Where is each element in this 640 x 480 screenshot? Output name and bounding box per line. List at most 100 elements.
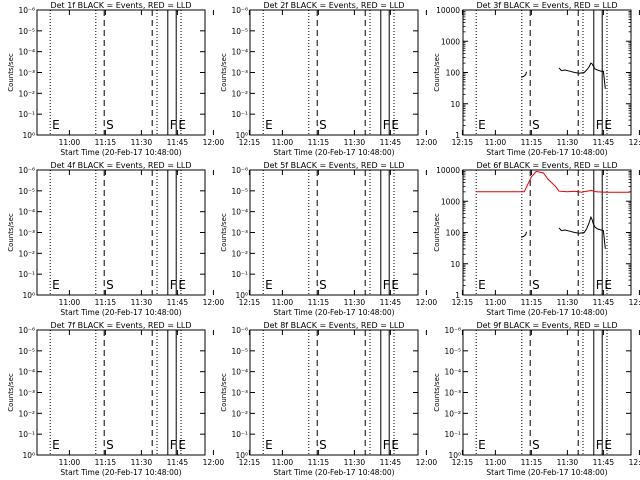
detector-panel: Det 1f BLACK = Events, RED = LLD 11:00 11:… (7, 1, 260, 157)
events-series-line (558, 62, 606, 89)
plot-frame (249, 9, 419, 136)
x-tick-label: 11:15 (95, 138, 117, 147)
y-tick-label: 10⁻⁵ (444, 347, 461, 356)
plot-frame (36, 169, 206, 296)
x-tick-label: 12:15 (239, 458, 261, 467)
x-axis-label: Start Time (20-Feb-17 10:48:00) (60, 148, 181, 157)
x-tick-label: 12:00 (203, 458, 225, 467)
x-tick-label: 11:30 (557, 458, 579, 467)
x-tick-label: 11:15 (521, 298, 543, 307)
marker-label: S (319, 118, 327, 132)
x-tick-label: 12:15 (452, 298, 474, 307)
x-axis-label: Start Time (20-Feb-17 10:48:00) (486, 308, 607, 317)
x-tick-label: 12:00 (629, 138, 640, 147)
panel-title: Det 8f BLACK = Events, RED = LLD (263, 321, 404, 330)
marker-label: F (596, 438, 603, 452)
y-tick-label: 10⁻³ (231, 69, 248, 78)
y-tick-label: 10⁰ (235, 451, 248, 460)
panel-title: Det 2f BLACK = Events, RED = LLD (263, 1, 404, 10)
x-tick-label: 11:00 (59, 458, 81, 467)
x-tick-label: 11:30 (557, 138, 579, 147)
x-tick-label: 11:30 (131, 138, 153, 147)
y-tick-label: 10⁻³ (444, 389, 461, 398)
detector-panel: Det 4f BLACK = Events, RED = LLD 11:00 11:… (7, 161, 260, 317)
y-tick-label: 10⁻⁶ (231, 166, 248, 175)
y-tick-label: 10⁻² (18, 89, 35, 98)
panel-title: Det 5f BLACK = Events, RED = LLD (263, 161, 404, 170)
y-axis-label: Counts/sec (220, 53, 228, 92)
plot-frame (249, 329, 419, 456)
x-axis-label: Start Time (20-Feb-17 10:48:00) (486, 148, 607, 157)
y-tick-label: 10⁻⁶ (231, 326, 248, 335)
marker-label: E (52, 278, 60, 292)
y-tick-label: 10⁰ (22, 131, 35, 140)
x-axis-label: Start Time (20-Feb-17 10:48:00) (273, 468, 394, 477)
plot-frame (36, 329, 206, 456)
y-tick-label: 10⁻² (231, 89, 248, 98)
x-tick-label: 11:15 (521, 458, 543, 467)
y-axis-label: Counts/sec (433, 213, 441, 252)
marker-label: E (478, 118, 486, 132)
y-tick-label: 10⁻⁴ (231, 208, 248, 217)
x-tick-label: 11:30 (344, 458, 366, 467)
x-tick-label: 11:45 (593, 138, 615, 147)
x-tick-label: 11:45 (167, 458, 189, 467)
y-tick-label: 10⁻¹ (231, 430, 248, 439)
y-axis-label: Counts/sec (220, 373, 228, 412)
y-tick-label: 10⁰ (235, 131, 248, 140)
marker-label: E (52, 438, 60, 452)
y-tick-label: 10⁻² (18, 249, 35, 258)
x-tick-label: 12:15 (452, 458, 474, 467)
marker-label: E (178, 278, 186, 292)
y-tick-label: 1 (455, 131, 460, 140)
y-tick-label: 10⁰ (448, 451, 461, 460)
marker-label: E (178, 438, 186, 452)
y-tick-label: 10⁻⁴ (231, 368, 248, 377)
y-tick-label: 10⁻⁶ (18, 326, 35, 335)
y-tick-label: 10⁻³ (18, 69, 35, 78)
marker-label: S (106, 278, 114, 292)
x-tick-label: 11:30 (344, 138, 366, 147)
y-tick-label: 10⁻¹ (18, 270, 35, 279)
x-tick-label: 11:45 (380, 458, 402, 467)
y-tick-label: 10⁻⁴ (18, 208, 35, 217)
y-tick-label: 10⁻² (231, 249, 248, 258)
x-tick-label: 12:00 (203, 298, 225, 307)
marker-label: E (265, 438, 273, 452)
x-tick-label: 11:15 (95, 298, 117, 307)
detector-panel: Det 2f BLACK = Events, RED = LLD 11:00 11:… (220, 1, 473, 157)
marker-label: S (532, 278, 540, 292)
x-tick-label: 11:30 (344, 298, 366, 307)
y-axis-label: Counts/sec (7, 213, 15, 252)
x-tick-label: 11:45 (593, 458, 615, 467)
y-tick-label: 10⁻² (18, 409, 35, 418)
x-tick-label: 12:15 (239, 138, 261, 147)
marker-label: S (532, 118, 540, 132)
marker-label: E (265, 118, 273, 132)
y-tick-label: 10⁻³ (231, 389, 248, 398)
x-tick-label: 11:00 (485, 138, 507, 147)
detector-panel: Det 7f BLACK = Events, RED = LLD 11:00 11:… (7, 321, 260, 477)
x-tick-label: 11:00 (59, 138, 81, 147)
marker-label: F (383, 438, 390, 452)
y-tick-label: 10⁻⁶ (231, 6, 248, 15)
y-tick-label: 10⁻⁵ (18, 27, 35, 36)
detector-panel: Det 5f BLACK = Events, RED = LLD 11:00 11:… (220, 161, 473, 317)
x-tick-label: 12:00 (416, 458, 438, 467)
marker-label: E (52, 118, 60, 132)
marker-label: F (596, 278, 603, 292)
x-tick-label: 11:15 (308, 138, 330, 147)
detector-panel: Det 3f BLACK = Events, RED = LLD 11:00 11:… (433, 1, 640, 157)
x-tick-label: 12:00 (416, 298, 438, 307)
x-tick-label: 11:45 (380, 298, 402, 307)
y-tick-label: 10⁻⁵ (231, 187, 248, 196)
events-series-line (521, 71, 528, 78)
marker-label: E (391, 438, 399, 452)
panel-title: Det 1f BLACK = Events, RED = LLD (50, 1, 191, 10)
y-tick-label: 1000 (441, 197, 460, 206)
y-axis-label: Counts/sec (433, 373, 441, 412)
x-tick-label: 11:45 (167, 138, 189, 147)
y-tick-label: 10⁰ (22, 451, 35, 460)
x-axis-label: Start Time (20-Feb-17 10:48:00) (486, 468, 607, 477)
